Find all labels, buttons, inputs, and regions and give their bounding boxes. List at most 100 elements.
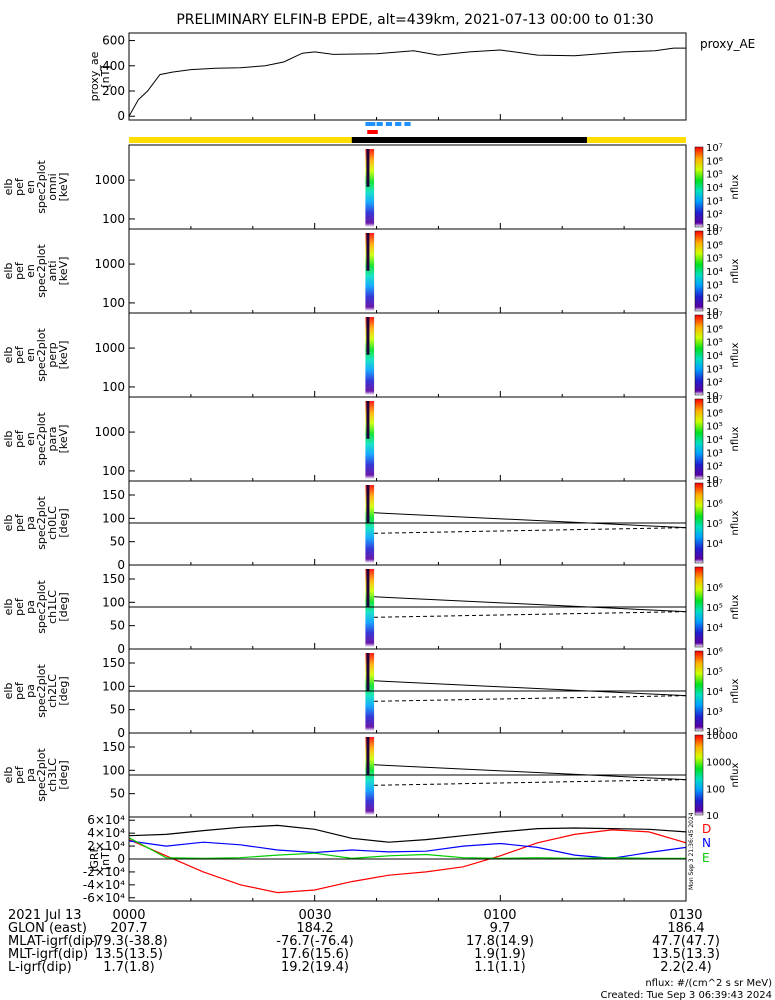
- panel-ylabel-line: spec2plot: [35, 412, 48, 466]
- panel-ylabel-line: elb: [2, 431, 15, 448]
- colorbar-tick-label: 10²: [706, 378, 723, 389]
- spectrogram-burst: [365, 149, 375, 227]
- colorbar: [694, 734, 704, 816]
- spectrogram-core: [366, 233, 370, 271]
- colorbar-tick-label: 100: [706, 784, 725, 795]
- panel-ylabel-line: elb: [2, 515, 15, 532]
- panel-ylabel-line: ch2LC: [46, 674, 59, 708]
- y-tick-label: 100: [102, 595, 125, 609]
- orbit-label-glon: GLON (east): [8, 921, 87, 936]
- panel-frame: [128, 144, 687, 230]
- colorbar-tick-label: 10⁴: [706, 623, 723, 634]
- spectrogram-core: [366, 317, 370, 355]
- colorbar: [694, 230, 704, 312]
- units-note: nflux: #/(cm^2 s sr MeV): [645, 978, 772, 989]
- orbit-label-date: 2021 Jul 13: [8, 908, 82, 923]
- science-zone-tick: [365, 122, 376, 126]
- orbit-val-2-3: 1.1(1.1): [474, 960, 526, 975]
- colorbar-label: nflux: [730, 762, 741, 787]
- spectrogram-burst: [365, 653, 375, 731]
- panel-ylabel-line: [keV]: [57, 341, 70, 370]
- panel-ylabel-line: omni: [46, 173, 59, 200]
- colorbar-tick-label: 10⁶: [706, 647, 723, 658]
- colorbar: [694, 398, 704, 480]
- orbit-table: 2021 Jul 13 GLON (east) MLAT-igrf(dip) M…: [8, 908, 720, 975]
- colorbar: [694, 566, 704, 648]
- conjunction-bar-segment: [586, 137, 686, 143]
- science-zone-tick: [367, 130, 378, 134]
- panels: proxy_ae[nT]proxy_AE0200400600elbpefensp…: [2, 32, 755, 905]
- colorbar-tick-label: 10⁷: [706, 479, 723, 490]
- panel-ylabel-line: en: [24, 432, 37, 446]
- panel-ylabel-line: elb: [2, 767, 15, 784]
- panel-ylabel-line: spec2plot: [35, 664, 48, 718]
- colorbar-tick-label: 10⁵: [706, 254, 723, 265]
- y-tick-label: 150: [102, 656, 125, 670]
- panel-ylabel-line: pef: [13, 429, 26, 448]
- spectrogram-core: [366, 569, 370, 607]
- colorbar-tick-label: 10⁴: [706, 539, 723, 550]
- colorbar-tick-label: 10000: [706, 731, 738, 742]
- orbit-val-0-0: 207.7: [110, 921, 147, 936]
- colorbar-tick-label: 10⁵: [706, 338, 723, 349]
- panel-ylabel-line: [nT]: [99, 65, 112, 87]
- panel-ylabel-line: [deg]: [57, 592, 70, 621]
- panel-ylabel-line: pa: [24, 516, 37, 530]
- spectrogram-core: [366, 485, 370, 523]
- science-zone-tick: [404, 122, 411, 126]
- colorbar-tick-label: 10²: [706, 462, 723, 473]
- orbit-val-1-2: 17.6(15.6): [281, 947, 349, 962]
- panel-ylabel-line: pef: [13, 597, 26, 616]
- y-tick-label: 100: [102, 763, 125, 777]
- colorbar-tick-label: 10⁴: [706, 351, 723, 362]
- panel-ylabel-line: IGRF: [88, 846, 101, 872]
- orbit-val-0-2: 13.5(13.5): [95, 947, 163, 962]
- y-tick-label: 150: [102, 740, 125, 754]
- panel-ylabel-line: elb: [2, 179, 15, 196]
- panel-ylabel-line: elb: [2, 683, 15, 700]
- colorbar-label: nflux: [730, 174, 741, 199]
- y-tick-label: -2×10⁴: [83, 865, 125, 879]
- orbit-label-mlat: MLAT-igrf(dip): [8, 934, 98, 949]
- orbit-val-1-1: -76.7(-76.4): [276, 934, 353, 949]
- orbit-val-2-2: 1.9(1.9): [474, 947, 526, 962]
- colorbar-tick-label: 10³: [706, 707, 723, 718]
- panel-ylabel-line: spec2plot: [35, 580, 48, 634]
- y-tick-label: 1000: [94, 173, 125, 187]
- panel-ylabel-line: spec2plot: [35, 748, 48, 802]
- panel-ylabel-line: [deg]: [57, 676, 70, 705]
- orbit-val-2-0: 9.7: [490, 921, 511, 936]
- colorbar: [694, 146, 704, 228]
- y-tick-label: 4×10⁴: [87, 826, 125, 840]
- colorbar-tick-label: 10²: [706, 294, 723, 305]
- panel-ylabel-line: [keV]: [57, 173, 70, 202]
- panel-ylabel-line: [nT]: [99, 848, 112, 870]
- spectrogram-burst: [365, 233, 375, 311]
- orbit-val-3-2: 13.5(13.3): [652, 947, 720, 962]
- panel-ylabel-line: spec2plot: [35, 328, 48, 382]
- plot-title: PRELIMINARY ELFIN-B EPDE, alt=439km, 202…: [176, 12, 653, 28]
- panel-ylabel-line: pa: [24, 768, 37, 782]
- y-tick-label: 50: [110, 619, 125, 633]
- y-tick-label: 0: [117, 642, 125, 656]
- panel-ylabel-line: en: [24, 348, 37, 362]
- panel-ylabel-line: spec2plot: [35, 160, 48, 214]
- igrf-series-label: E: [702, 851, 710, 865]
- panel-ylabel-line: elb: [2, 263, 15, 280]
- colorbar-tick-label: 10³: [706, 280, 723, 291]
- colorbar-tick-label: 10⁴: [706, 183, 723, 194]
- science-zone-tick: [385, 122, 393, 126]
- orbit-label-mlt: MLT-igrf(dip): [8, 947, 88, 962]
- colorbar-tick-label: 10⁶: [706, 324, 723, 335]
- colorbar-tick-label: 10⁴: [706, 687, 723, 698]
- colorbar: [694, 650, 704, 732]
- proxy-ae-line: [128, 47, 686, 117]
- colorbar-tick-label: 10⁷: [706, 143, 723, 154]
- spectrogram-core: [366, 653, 370, 691]
- loss-cone-line: [374, 764, 687, 781]
- proxy-ae-legend: proxy_AE: [700, 37, 755, 51]
- panel-ylabel-line: pef: [13, 681, 26, 700]
